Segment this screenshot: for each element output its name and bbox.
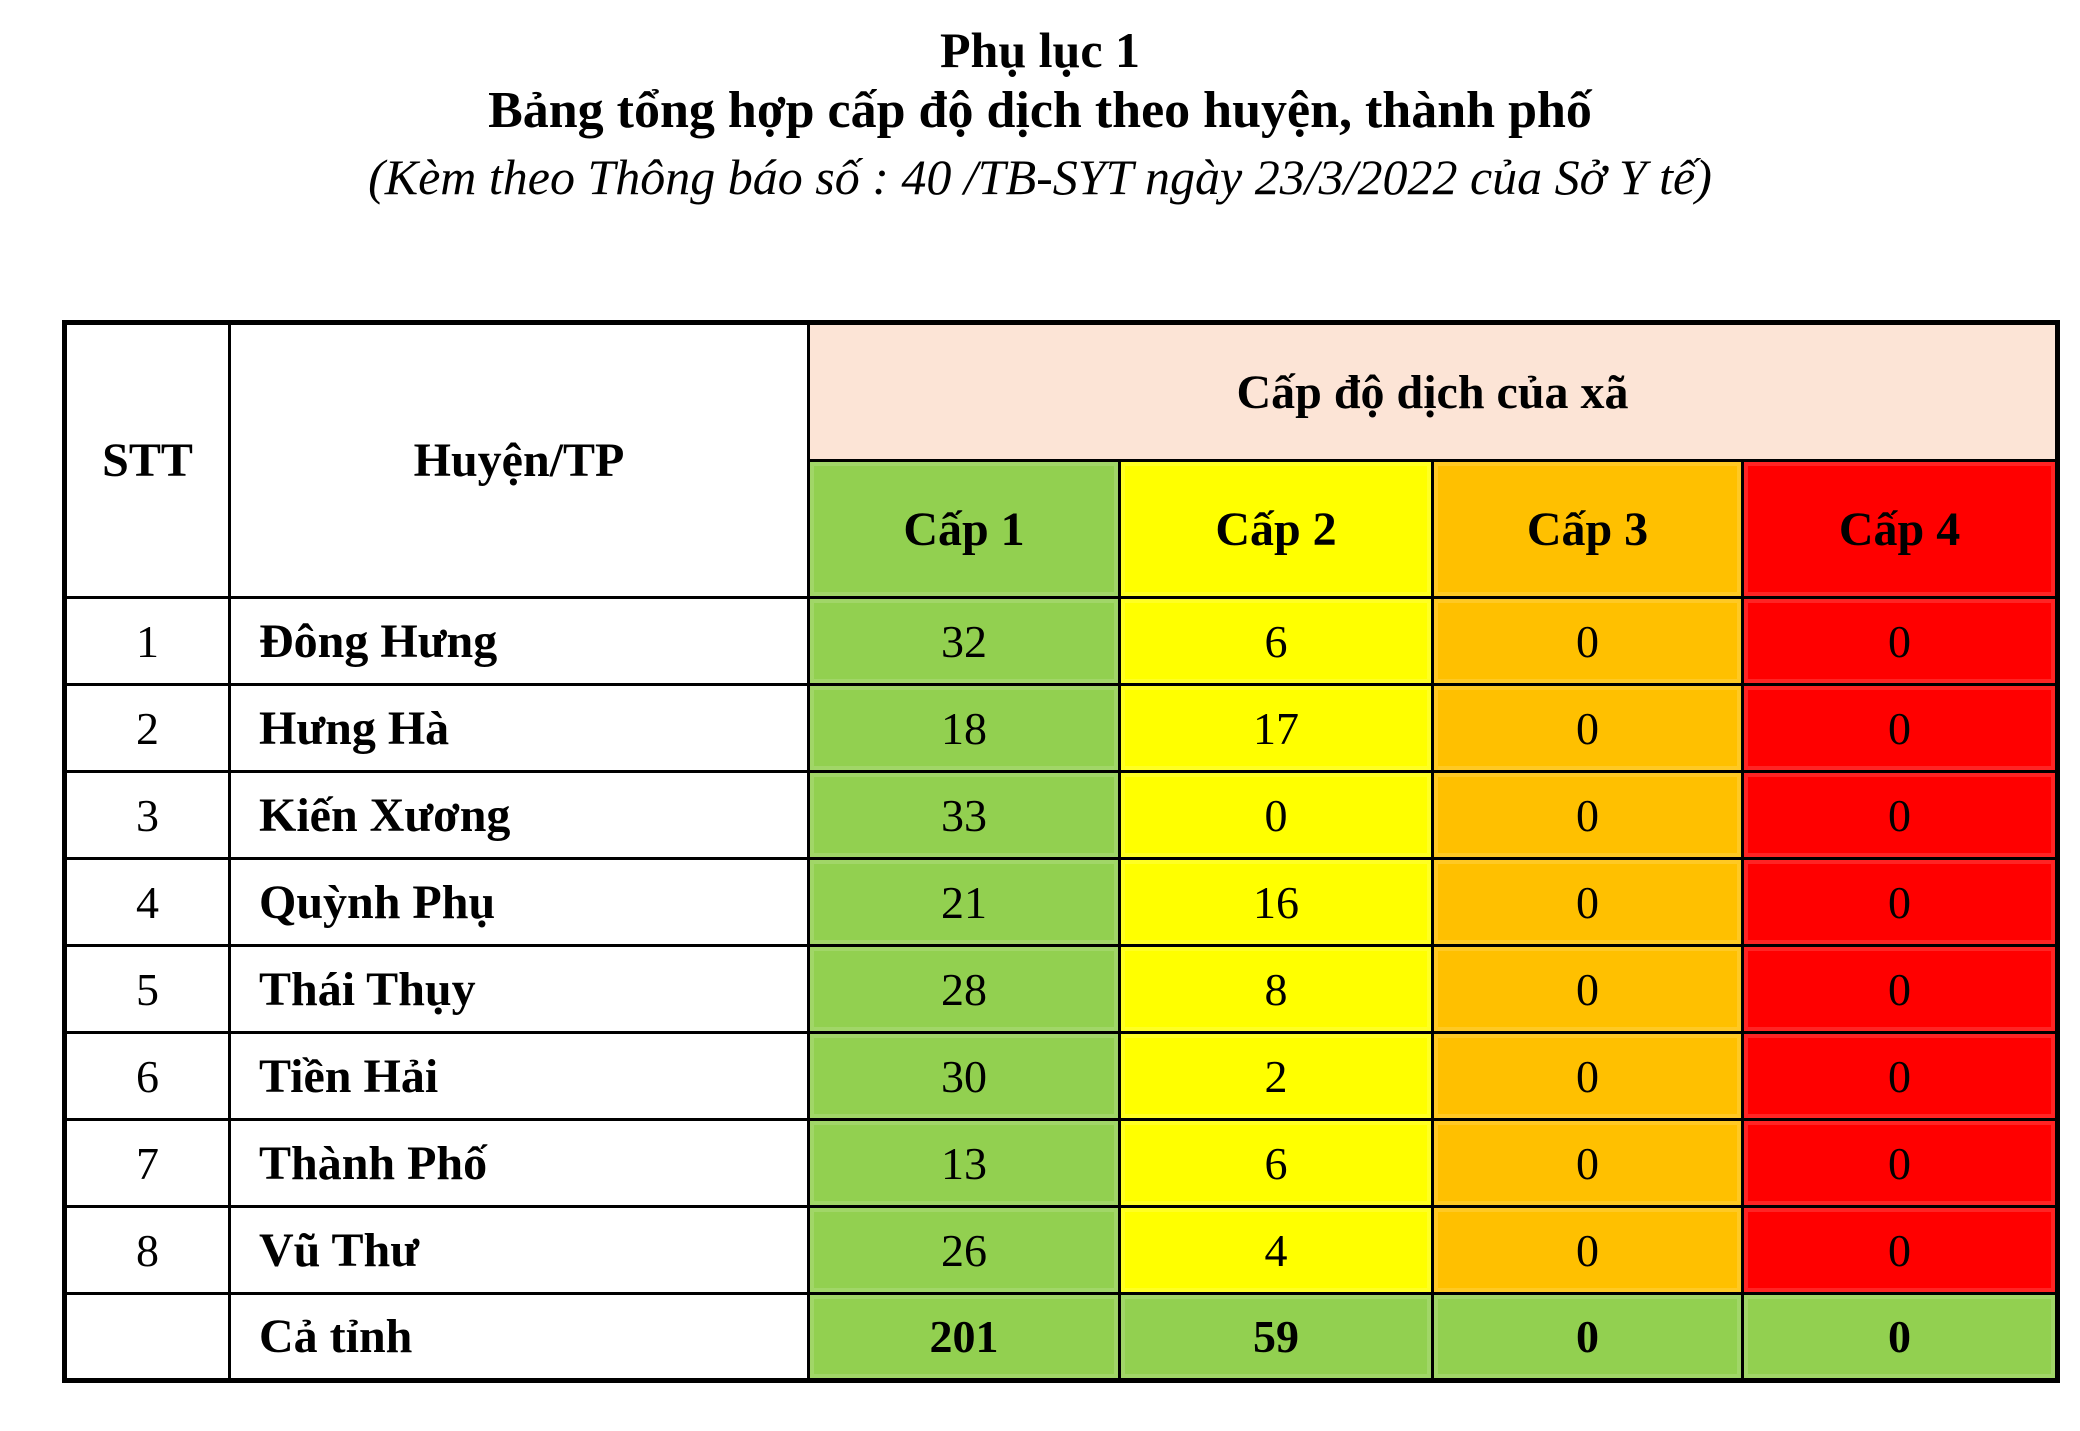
column-header-level-4: Cấp 4 [1740, 459, 2060, 599]
cell-level-4: 0 [1740, 683, 2060, 773]
cell-district: Kiến Xương [228, 770, 810, 860]
cell-level-1: 21 [807, 857, 1121, 947]
cell-total-level-1: 201 [807, 1292, 1121, 1382]
column-group-header: Cấp độ dịch của xã [806, 321, 2060, 462]
table-row: 4 Quỳnh Phụ 21 16 0 0 [63, 857, 2060, 947]
cell-level-4: 0 [1740, 857, 2060, 947]
cell-level-3: 0 [1431, 770, 1744, 860]
cell-level-4: 0 [1740, 770, 2060, 860]
cell-stt: 6 [63, 1031, 231, 1121]
cell-total-level-4: 0 [1740, 1292, 2060, 1382]
column-header-level-1: Cấp 1 [807, 459, 1121, 599]
cell-level-4: 0 [1740, 596, 2060, 686]
cell-level-2: 6 [1118, 596, 1434, 686]
cell-stt: 1 [63, 596, 231, 686]
cell-level-2: 4 [1118, 1205, 1434, 1295]
cell-level-1: 18 [807, 683, 1121, 773]
cell-level-1: 26 [807, 1205, 1121, 1295]
table-row: 8 Vũ Thư 26 4 0 0 [63, 1205, 2060, 1295]
epidemic-levels-table: STT Huyện/TP Cấp độ dịch của xã Cấp 1 Cấ… [62, 320, 2061, 1383]
cell-total-level-2: 59 [1118, 1292, 1434, 1382]
cell-total-level-3: 0 [1431, 1292, 1744, 1382]
page-title: Bảng tổng hợp cấp độ dịch theo huyện, th… [488, 82, 1592, 139]
cell-level-2: 2 [1118, 1031, 1434, 1121]
cell-level-3: 0 [1431, 1031, 1744, 1121]
cell-district-total: Cả tỉnh [228, 1292, 810, 1382]
document-header: Phụ lục 1 Bảng tổng hợp cấp độ dịch theo… [0, 0, 2080, 208]
cell-level-4: 0 [1740, 1031, 2060, 1121]
cell-level-4: 0 [1740, 1205, 2060, 1295]
cell-stt: 7 [63, 1118, 231, 1208]
cell-level-3: 0 [1431, 1205, 1744, 1295]
cell-level-4: 0 [1740, 1118, 2060, 1208]
column-header-stt: STT [63, 321, 231, 599]
column-header-level-3: Cấp 3 [1431, 459, 1744, 599]
cell-level-1: 33 [807, 770, 1121, 860]
cell-district: Hưng Hà [228, 683, 810, 773]
cell-level-3: 0 [1431, 857, 1744, 947]
cell-level-4: 0 [1740, 944, 2060, 1034]
cell-level-1: 30 [807, 1031, 1121, 1121]
cell-district: Thái Thụy [228, 944, 810, 1034]
page-subtitle: (Kèm theo Thông báo số : 40 /TB-SYT ngày… [368, 149, 1712, 205]
table-row: 2 Hưng Hà 18 17 0 0 [63, 683, 2060, 773]
table-row: 5 Thái Thụy 28 8 0 0 [63, 944, 2060, 1034]
cell-district: Đông Hưng [228, 596, 810, 686]
cell-stt: 4 [63, 857, 231, 947]
cell-level-1: 32 [807, 596, 1121, 686]
cell-stt: 8 [63, 1205, 231, 1295]
table-row: 7 Thành Phố 13 6 0 0 [63, 1118, 2060, 1208]
cell-level-2: 0 [1118, 770, 1434, 860]
appendix-title: Phụ lục 1 [939, 22, 1141, 78]
table-total-row: Cả tỉnh 201 59 0 0 [63, 1292, 2060, 1382]
table-row: 3 Kiến Xương 33 0 0 0 [63, 770, 2060, 860]
cell-stt [63, 1292, 231, 1382]
column-header-district: Huyện/TP [228, 321, 810, 599]
cell-level-2: 8 [1118, 944, 1434, 1034]
column-header-level-2: Cấp 2 [1118, 459, 1434, 599]
cell-level-3: 0 [1431, 1118, 1744, 1208]
table-row: 6 Tiền Hải 30 2 0 0 [63, 1031, 2060, 1121]
cell-district: Tiền Hải [228, 1031, 810, 1121]
cell-level-3: 0 [1431, 683, 1744, 773]
table-row: 1 Đông Hưng 32 6 0 0 [63, 596, 2060, 686]
cell-stt: 5 [63, 944, 231, 1034]
cell-level-1: 13 [807, 1118, 1121, 1208]
cell-stt: 3 [63, 770, 231, 860]
cell-level-2: 6 [1118, 1118, 1434, 1208]
cell-district: Thành Phố [228, 1118, 810, 1208]
cell-level-1: 28 [807, 944, 1121, 1034]
cell-stt: 2 [63, 683, 231, 773]
cell-district: Vũ Thư [228, 1205, 810, 1295]
cell-level-2: 16 [1118, 857, 1434, 947]
cell-level-3: 0 [1431, 596, 1744, 686]
cell-district: Quỳnh Phụ [228, 857, 810, 947]
cell-level-2: 17 [1118, 683, 1434, 773]
cell-level-3: 0 [1431, 944, 1744, 1034]
